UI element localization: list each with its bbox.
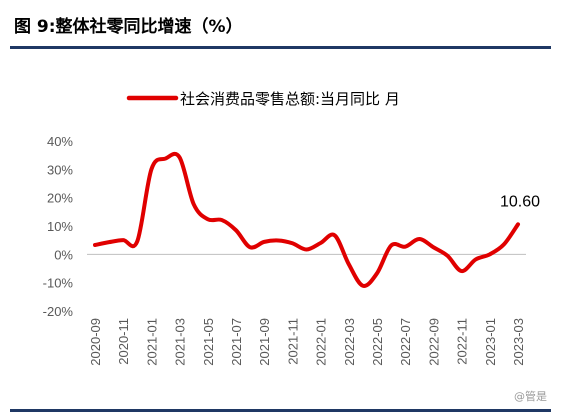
x-tick-label: 2022-11 (455, 318, 470, 365)
data-point-2021-11 (290, 241, 294, 245)
y-tick-label: 10% (47, 219, 73, 234)
data-point-2020-09 (93, 243, 97, 247)
x-tick-label: 2021-11 (285, 318, 300, 365)
data-point-2022-07 (403, 245, 407, 249)
data-point-2021-02 (164, 157, 168, 161)
legend: 社会消费品零售总额:当月同比 月 (126, 90, 400, 108)
figure-title: 图 9:整体社零同比增速（%） (14, 17, 243, 37)
y-tick-label: 20% (47, 191, 73, 206)
y-tick-label: -20% (43, 304, 74, 319)
x-tick-label: 2021-05 (201, 318, 216, 366)
x-tick-label: 2022-07 (398, 318, 413, 366)
data-point-2021-05 (206, 217, 210, 221)
data-point-2022-06 (389, 244, 393, 248)
y-tick-label: 0% (54, 247, 73, 262)
data-label-2023-03: 10.60 (500, 193, 540, 210)
data-point-2022-12 (474, 257, 478, 261)
data-point-2020-11 (121, 238, 125, 242)
data-point-2021-12 (305, 248, 309, 252)
data-point-2022-04 (361, 284, 365, 288)
data-point-2023-02 (502, 242, 506, 246)
x-tick-label: 2022-09 (426, 318, 441, 366)
x-tick-label: 2022-01 (314, 318, 329, 366)
x-tick-label: 2021-07 (229, 318, 244, 366)
data-point-2020-12 (135, 239, 139, 243)
x-tick-label: 2023-01 (483, 318, 498, 366)
data-point-2022-03 (347, 262, 351, 266)
x-tick-label: 2022-03 (342, 318, 357, 366)
x-tick-label: 2021-09 (257, 318, 272, 366)
data-point-2020-10 (107, 240, 111, 244)
bottom-divider (10, 409, 551, 412)
data-point-2022-08 (417, 237, 421, 241)
data-point-2022-02 (333, 233, 337, 237)
data-point-2022-05 (375, 271, 379, 275)
x-tick-label: 2020-09 (88, 318, 103, 366)
data-point-2022-10 (446, 254, 450, 258)
data-point-2021-10 (276, 238, 280, 242)
x-tick-label: 2021-03 (173, 318, 188, 366)
x-tick-label: 2022-05 (370, 318, 385, 366)
data-point-2021-07 (234, 228, 238, 232)
x-tick-label: 2023-03 (511, 318, 526, 366)
watermark-text: @管是 (514, 390, 547, 403)
y-tick-label: 40% (47, 134, 73, 149)
data-point-2023-03 (516, 222, 520, 226)
data-point-2021-01 (149, 167, 153, 171)
y-axis: 40% 30% 20% 10% 0% -10% -20% (43, 134, 526, 319)
data-point-2022-11 (460, 269, 464, 273)
y-tick-label: -10% (43, 276, 74, 291)
data-point-2021-09 (262, 240, 266, 244)
data-point-2021-03 (178, 155, 182, 159)
y-tick-label: 30% (47, 162, 73, 177)
data-point-2022-01 (319, 241, 323, 245)
data-point-2023-01 (488, 252, 492, 256)
x-tick-label: 2021-01 (144, 318, 159, 366)
data-point-2021-06 (220, 218, 224, 222)
data-point-2021-08 (248, 245, 252, 249)
data-point-2021-04 (192, 202, 196, 206)
x-tick-label: 2020-11 (116, 318, 131, 365)
series-line (93, 151, 520, 288)
top-divider (10, 46, 551, 49)
data-point-2022-09 (431, 245, 435, 249)
legend-label: 社会消费品零售总额:当月同比 月 (180, 90, 400, 108)
x-axis: 2020-09 2020-11 2021-01 2021-03 2021-05 2021-… (88, 318, 526, 366)
